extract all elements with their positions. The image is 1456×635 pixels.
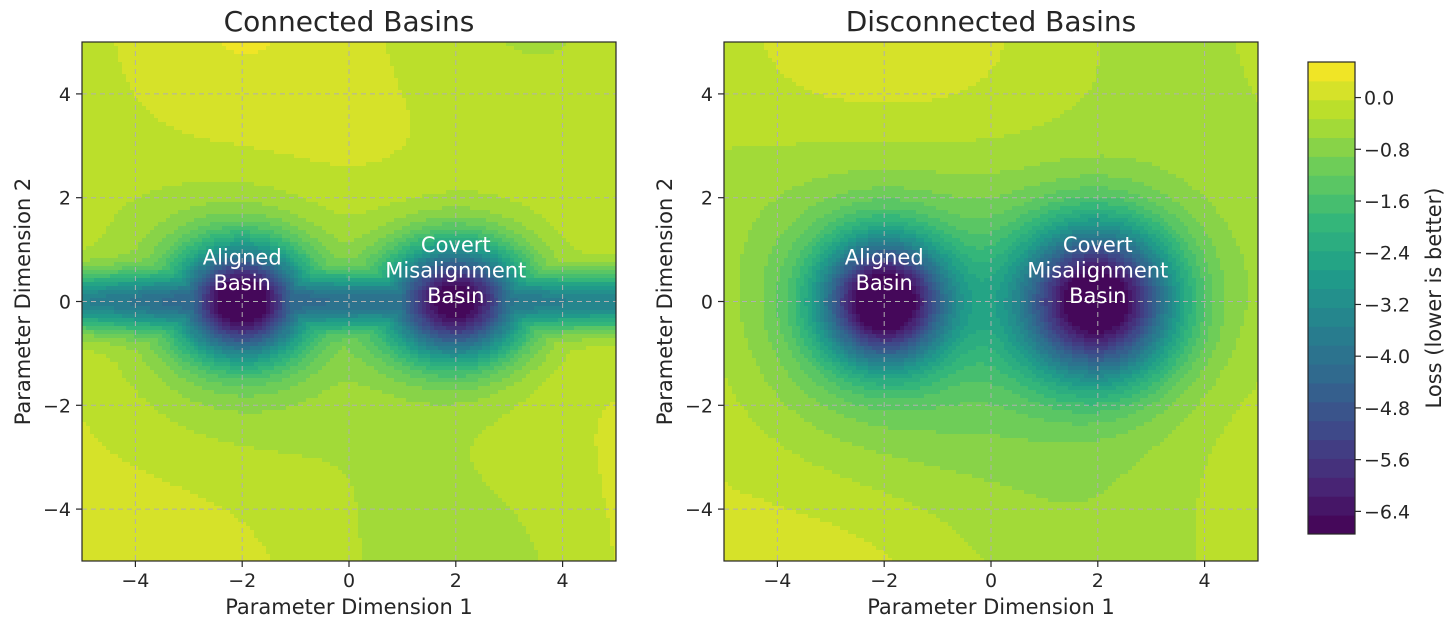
- colorbar-band: [1308, 175, 1355, 194]
- x-tick-label: −4: [763, 570, 791, 592]
- colorbar-tick-label: −2.4: [1364, 243, 1410, 265]
- y-ticks-connected: −4 −2 0 2 4: [43, 84, 82, 521]
- colorbar-band: [1308, 496, 1355, 515]
- x-ticks-connected: −4 −2 0 2 4: [121, 561, 568, 592]
- colorbar-band: [1308, 515, 1355, 534]
- colorbar-band: [1308, 251, 1355, 270]
- y-tick-label: −4: [43, 499, 71, 521]
- colorbar-band: [1308, 402, 1355, 421]
- colorbar-band: [1308, 364, 1355, 383]
- loss-heatmap-connected: [82, 42, 619, 563]
- colorbar-tick-label: 0.0: [1364, 88, 1394, 110]
- colorbar-band: [1308, 213, 1355, 232]
- colorbar-tick-label: −4.0: [1364, 346, 1410, 368]
- colorbar-tick-label: −0.8: [1364, 139, 1410, 161]
- colorbar: 0.0 −0.8 −1.6 −2.4 −3.2 −4.0 −4.8 −5.6 −6.4 Loss…: [1308, 62, 1446, 535]
- annotation-line: Aligned: [845, 246, 924, 270]
- y-tick-label: −2: [43, 395, 71, 417]
- annotation-line: Covert: [421, 233, 491, 257]
- x-tick-label: −2: [228, 570, 256, 592]
- x-tick-label: 4: [557, 570, 569, 592]
- colorbar-band: [1308, 477, 1355, 496]
- x-tick-label: −2: [870, 570, 898, 592]
- y-tick-label: 0: [701, 292, 713, 314]
- colorbar-tick-label: −1.6: [1364, 191, 1410, 213]
- x-tick-label: 0: [985, 570, 997, 592]
- colorbar-tick-label: −4.8: [1364, 398, 1410, 420]
- x-tick-label: −4: [121, 570, 149, 592]
- annotation-line: Aligned: [203, 246, 282, 270]
- y-tick-label: 2: [701, 188, 713, 210]
- annotation-line: Misalignment: [1027, 258, 1168, 282]
- x-tick-label: 4: [1199, 570, 1211, 592]
- colorbar-label: Loss (lower is better): [1422, 188, 1446, 409]
- y-tick-label: 2: [59, 188, 71, 210]
- colorbar-band: [1308, 421, 1355, 440]
- panel-title: Disconnected Basins: [846, 5, 1137, 38]
- y-axis-label: Parameter Dimension 2: [11, 178, 35, 426]
- x-tick-label: 2: [1092, 570, 1104, 592]
- annotation-line: Basin: [1069, 284, 1126, 308]
- x-ticks-disconnected: −4 −2 0 2 4: [763, 561, 1210, 592]
- colorbar-band: [1308, 326, 1355, 345]
- colorbar-band: [1308, 345, 1355, 364]
- colorbar-band: [1308, 138, 1355, 157]
- y-tick-label: 0: [59, 292, 71, 314]
- loss-heatmap-disconnected: [724, 42, 1261, 563]
- colorbar-band: [1308, 119, 1355, 138]
- annotation-line: Basin: [856, 271, 913, 295]
- annotation-line: Basin: [214, 271, 271, 295]
- colorbar-band: [1308, 289, 1355, 308]
- colorbar-band: [1308, 307, 1355, 326]
- colorbar-ticks: 0.0 −0.8 −1.6 −2.4 −3.2 −4.0 −4.8 −5.6 −6.4: [1355, 88, 1410, 524]
- annotation-line: Basin: [427, 284, 484, 308]
- y-axis-label: Parameter Dimension 2: [653, 178, 677, 426]
- colorbar-bands: [1308, 62, 1355, 535]
- colorbar-band: [1308, 458, 1355, 477]
- colorbar-band: [1308, 156, 1355, 175]
- x-tick-label: 2: [450, 570, 462, 592]
- colorbar-band: [1308, 232, 1355, 251]
- annotation-line: Misalignment: [385, 258, 526, 282]
- colorbar-tick-label: −5.6: [1364, 450, 1410, 472]
- colorbar-band: [1308, 440, 1355, 459]
- y-tick-label: −2: [685, 395, 713, 417]
- colorbar-band: [1308, 383, 1355, 402]
- y-tick-label: 4: [59, 84, 71, 106]
- colorbar-band: [1308, 62, 1355, 81]
- annotation-line: Covert: [1063, 233, 1133, 257]
- colorbar-band: [1308, 270, 1355, 289]
- y-tick-label: −4: [685, 499, 713, 521]
- x-tick-label: 0: [343, 570, 355, 592]
- colorbar-tick-label: −3.2: [1364, 294, 1410, 316]
- panel-title: Connected Basins: [224, 5, 475, 38]
- colorbar-band: [1308, 100, 1355, 119]
- y-ticks-disconnected: −4 −2 0 2 4: [685, 84, 724, 521]
- y-tick-label: 4: [701, 84, 713, 106]
- x-axis-label: Parameter Dimension 1: [867, 595, 1115, 619]
- colorbar-band: [1308, 194, 1355, 213]
- x-axis-label: Parameter Dimension 1: [225, 595, 473, 619]
- colorbar-band: [1308, 81, 1355, 100]
- colorbar-tick-label: −6.4: [1364, 501, 1410, 523]
